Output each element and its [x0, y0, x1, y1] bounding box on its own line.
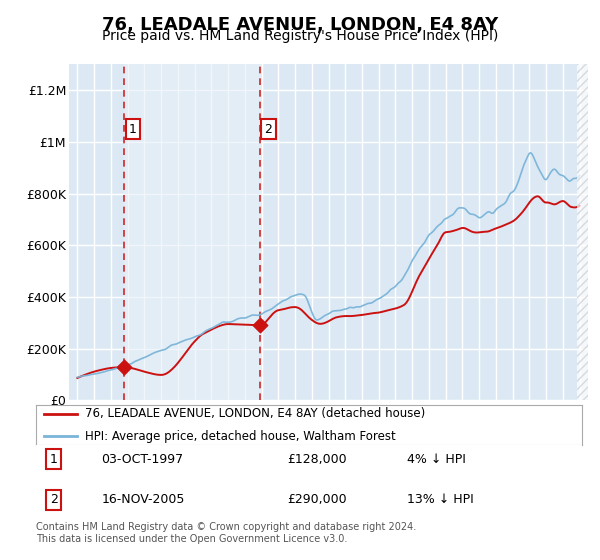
Bar — [124, 64, 260, 400]
Text: 76, LEADALE AVENUE, LONDON, E4 8AY (detached house): 76, LEADALE AVENUE, LONDON, E4 8AY (deta… — [85, 407, 425, 420]
Text: 4% ↓ HPI: 4% ↓ HPI — [407, 452, 466, 466]
Text: Contains HM Land Registry data © Crown copyright and database right 2024.
This d: Contains HM Land Registry data © Crown c… — [36, 522, 416, 544]
Text: £128,000: £128,000 — [287, 452, 347, 466]
Text: 1: 1 — [50, 452, 58, 466]
Text: 76, LEADALE AVENUE, LONDON, E4 8AY: 76, LEADALE AVENUE, LONDON, E4 8AY — [102, 16, 498, 34]
Point — [119, 363, 129, 372]
Point — [255, 321, 265, 330]
Text: 16-NOV-2005: 16-NOV-2005 — [101, 493, 185, 506]
Text: 2: 2 — [265, 123, 272, 136]
Text: Price paid vs. HM Land Registry's House Price Index (HPI): Price paid vs. HM Land Registry's House … — [102, 29, 498, 43]
Text: 13% ↓ HPI: 13% ↓ HPI — [407, 493, 474, 506]
Text: HPI: Average price, detached house, Waltham Forest: HPI: Average price, detached house, Walt… — [85, 430, 396, 443]
Text: 1: 1 — [129, 123, 137, 136]
Text: 2: 2 — [50, 493, 58, 506]
Text: 03-OCT-1997: 03-OCT-1997 — [101, 452, 184, 466]
Text: £290,000: £290,000 — [287, 493, 347, 506]
